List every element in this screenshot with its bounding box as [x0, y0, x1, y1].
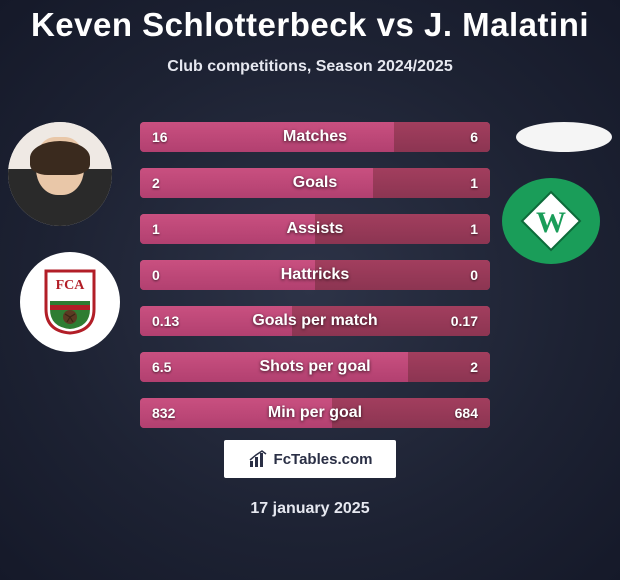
stat-row: 21Goals	[140, 168, 490, 198]
brand-text: FcTables.com	[274, 451, 373, 468]
title-player1: Keven Schlotterbeck	[31, 6, 367, 43]
stat-label: Goals	[140, 168, 490, 198]
stat-row: 166Matches	[140, 122, 490, 152]
fca-crest-icon: FCA	[42, 269, 98, 335]
stats-block: 166Matches 21Goals 11Assists 00Hattricks 0.1…	[140, 122, 490, 444]
title-vs: vs	[377, 6, 415, 43]
stat-label: Goals per match	[140, 306, 490, 336]
stat-row: 832684Min per goal	[140, 398, 490, 428]
stat-row: 6.52Shots per goal	[140, 352, 490, 382]
brand-chart-icon	[248, 449, 268, 469]
stat-row: 00Hattricks	[140, 260, 490, 290]
stat-label: Min per goal	[140, 398, 490, 428]
brand-badge: FcTables.com	[224, 440, 396, 478]
stat-label: Matches	[140, 122, 490, 152]
comparison-title: Keven Schlotterbeck vs J. Malatini	[0, 0, 620, 44]
player1-club-crest: FCA	[20, 252, 120, 352]
subtitle: Club competitions, Season 2024/2025	[0, 58, 620, 76]
player1-face-placeholder	[8, 122, 112, 226]
title-player2: J. Malatini	[424, 6, 589, 43]
svg-text:FCA: FCA	[56, 278, 86, 293]
svg-text:W: W	[536, 206, 566, 239]
player2-club-crest: W	[502, 178, 600, 264]
date-text: 17 january 2025	[0, 500, 620, 518]
werder-crest-icon: W	[509, 184, 593, 258]
player2-avatar	[516, 122, 612, 152]
stat-label: Assists	[140, 214, 490, 244]
player1-avatar	[8, 122, 112, 226]
stat-label: Shots per goal	[140, 352, 490, 382]
stat-row: 0.130.17Goals per match	[140, 306, 490, 336]
stat-label: Hattricks	[140, 260, 490, 290]
stat-row: 11Assists	[140, 214, 490, 244]
